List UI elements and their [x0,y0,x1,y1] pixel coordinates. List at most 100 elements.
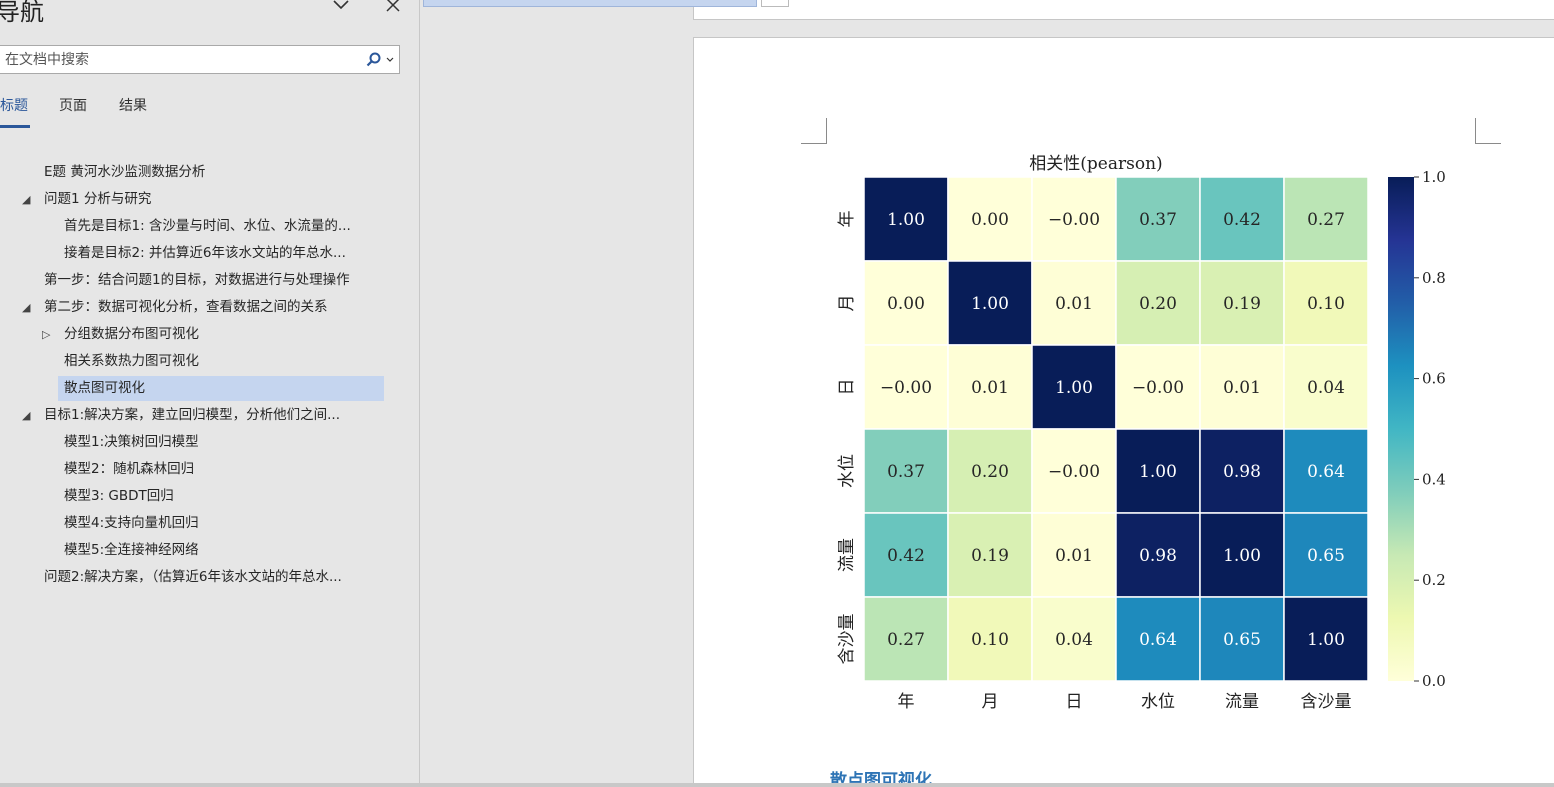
heatmap-cell [863,260,949,346]
heatmap-cell-label: 0.01 [1223,378,1261,398]
nav-heading-item[interactable]: 第二步：数据可视化分析，查看数据之间的关系 [44,299,328,315]
heatmap-cell [863,428,949,514]
colorbar-tick-label: 0.4 [1422,470,1446,488]
nav-heading-item[interactable]: 第一步：结合问题1的目标，对数据进行与处理操作 [44,272,350,288]
nav-tabs: 标题 页面 结果 [0,96,420,128]
nav-options-chevron-icon[interactable] [328,0,354,18]
heatmap-cell-label: 0.00 [971,210,1009,230]
nav-heading-item[interactable]: 目标1:解决方案，建立回归模型，分析他们之间... [44,407,341,423]
heatmap-cell [1283,176,1369,262]
search-box [0,45,400,74]
nav-heading-item[interactable]: 问题2:解决方案，（估算近6年该水文站的年总水... [44,569,342,585]
crop-mark-right [1475,118,1501,144]
nav-heading-item[interactable]: 接着是目标2: 并估算近6年该水文站的年总水... [64,245,346,261]
heatmap-cell [1283,512,1369,598]
heatmap-cell-label: −0.00 [1132,378,1184,398]
nav-heading-item[interactable]: 相关系数热力图可视化 [64,353,199,369]
heatmap-cell-label: 1.00 [1223,546,1261,566]
y-tick-label: 流量 [837,538,857,572]
heatmap-cell-label: 0.98 [1139,546,1177,566]
search-icon[interactable] [365,51,383,69]
close-icon[interactable] [380,0,406,18]
heatmap-cell-label: 0.00 [887,294,925,314]
crop-mark-left [801,118,827,144]
heatmap-cell-label: 0.64 [1139,630,1177,650]
chart-title: 相关性(pearson) [1029,154,1162,174]
nav-heading-item[interactable]: 模型3: GBDT回归 [64,488,174,504]
heatmap-cell-label: 0.65 [1223,630,1261,650]
expand-toggle-icon[interactable]: ◢ [22,301,31,314]
heatmap-cell-label: 0.98 [1223,462,1261,482]
nav-heading-item[interactable]: 模型4:支持向量机回归 [64,515,199,531]
heatmap-cell [1283,428,1369,514]
nav-heading-item[interactable]: 问题1 分析与研究 [44,191,152,207]
heatmap-cell [1031,512,1117,598]
tab-results[interactable]: 结果 [119,98,147,114]
y-tick-label: 日 [837,379,857,396]
heatmap-cell-label: 0.01 [971,378,1009,398]
heatmap-cell-label: 0.01 [1055,546,1093,566]
x-tick-label: 水位 [1141,692,1175,712]
x-tick-label: 流量 [1225,692,1259,712]
heatmap-cell [863,512,949,598]
nav-heading-item[interactable]: 分组数据分布图可视化 [64,326,199,342]
nav-heading-item[interactable]: E题 黄河水沙监测数据分析 [44,164,206,180]
x-tick-label: 含沙量 [1301,692,1352,712]
heatmap-cell [947,260,1033,346]
heatmap-cell-label: −0.00 [1048,210,1100,230]
heatmap-cell [1031,344,1117,430]
navigation-pane: 导航 标题 页面 结果 E题 黄河水沙监测数据分析 ◢ 问题1 分析与研究首先是目标… [0,0,420,783]
heatmap-cell-label: 1.00 [887,210,925,230]
colorbar-tick-label: 0.2 [1422,571,1446,589]
heatmap-cell-label: 0.37 [887,462,925,482]
heatmap-cell-label: 0.65 [1307,546,1345,566]
search-options-chevron-icon[interactable] [385,50,395,73]
document-page[interactable]: 相关性(pearson) 1.00 0.00 −0.00 0.37 0.42 0.27 0.0… [693,37,1554,787]
heatmap-cell-label: 0.19 [1223,294,1261,314]
heatmap-cell [1031,596,1117,682]
heatmap-cell-label: 1.00 [1139,462,1177,482]
y-tick-label: 月 [837,295,857,312]
heatmap-cell-label: 0.27 [887,630,925,650]
heatmap-cell [1283,260,1369,346]
colorbar-tick-label: 0.8 [1422,269,1446,287]
nav-heading-item[interactable]: 散点图可视化 [58,376,384,401]
heatmap-cell [1115,344,1201,430]
nav-heading-item[interactable]: 模型1:决策树回归模型 [64,434,199,450]
colorbar [1388,177,1414,681]
heatmap-cell [1031,260,1117,346]
expand-toggle-icon[interactable]: ◢ [22,193,31,206]
heatmap-cell [1031,428,1117,514]
document-tab[interactable] [423,0,757,7]
heatmap-cell [947,344,1033,430]
heatmap-cell-label: 0.19 [971,546,1009,566]
heatmap-cell [1283,344,1369,430]
heatmap-cell-label: 0.10 [971,630,1009,650]
nav-heading-item[interactable]: 首先是目标1: 含沙量与时间、水位、水流量的... [64,218,351,234]
heatmap-cell-label: −0.00 [880,378,932,398]
heatmap-cell-label: 1.00 [1307,630,1345,650]
heatmap-cell [1115,176,1201,262]
heatmap-cell [1199,596,1285,682]
heatmap-cell-label: 0.27 [1307,210,1345,230]
heatmap-cell [1199,176,1285,262]
search-input[interactable] [5,50,345,70]
colorbar-tick-label: 0.6 [1422,370,1446,388]
heatmap-cell-label: 0.01 [1055,294,1093,314]
heatmap-cell-label: 0.42 [1223,210,1261,230]
nav-heading-item[interactable]: 模型5:全连接神经网络 [64,542,199,558]
previous-page [693,0,1554,20]
correlation-heatmap-chart[interactable]: 相关性(pearson) 1.00 0.00 −0.00 0.37 0.42 0.27 0.0… [694,38,1554,758]
tab-headings[interactable]: 标题 [0,96,30,128]
document-tab-strip [421,0,1554,8]
document-tab-blank[interactable] [761,0,789,7]
x-tick-label: 日 [1066,692,1083,712]
collapse-toggle-icon[interactable]: ▷ [42,328,51,341]
y-tick-label: 含沙量 [837,614,857,665]
tab-pages[interactable]: 页面 [59,98,87,114]
heatmap-cell-label: 0.04 [1055,630,1093,650]
heatmap-cell-label: 0.37 [1139,210,1177,230]
expand-toggle-icon[interactable]: ◢ [22,409,31,422]
nav-heading-item[interactable]: 模型2：随机森林回归 [64,461,195,477]
